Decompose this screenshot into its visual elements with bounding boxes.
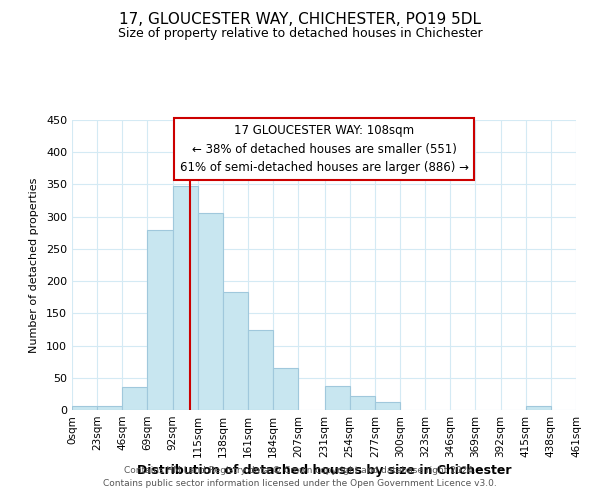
X-axis label: Distribution of detached houses by size in Chichester: Distribution of detached houses by size … bbox=[137, 464, 511, 477]
Bar bbox=[72, 406, 97, 410]
Y-axis label: Number of detached properties: Number of detached properties bbox=[29, 178, 39, 352]
Bar bbox=[122, 387, 148, 410]
Bar bbox=[325, 386, 350, 410]
Bar bbox=[350, 396, 375, 410]
Text: Contains HM Land Registry data © Crown copyright and database right 2024.
Contai: Contains HM Land Registry data © Crown c… bbox=[103, 466, 497, 487]
Text: 17 GLOUCESTER WAY: 108sqm
← 38% of detached houses are smaller (551)
61% of semi: 17 GLOUCESTER WAY: 108sqm ← 38% of detac… bbox=[179, 124, 469, 174]
Bar bbox=[273, 368, 298, 410]
Text: 17, GLOUCESTER WAY, CHICHESTER, PO19 5DL: 17, GLOUCESTER WAY, CHICHESTER, PO19 5DL bbox=[119, 12, 481, 28]
Bar bbox=[223, 292, 248, 410]
Bar bbox=[248, 330, 273, 410]
Bar bbox=[148, 230, 173, 410]
Bar bbox=[97, 406, 122, 410]
Bar bbox=[198, 214, 223, 410]
Bar bbox=[173, 186, 198, 410]
Bar bbox=[375, 402, 400, 410]
Text: Size of property relative to detached houses in Chichester: Size of property relative to detached ho… bbox=[118, 28, 482, 40]
Bar bbox=[526, 406, 551, 410]
